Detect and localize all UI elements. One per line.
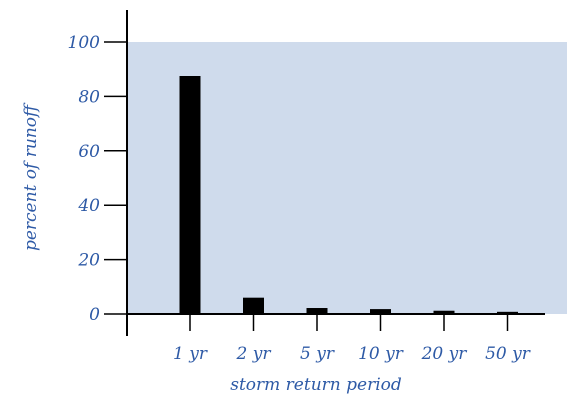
y-tick-label-60: 60	[78, 142, 100, 162]
y-tick-label-20: 20	[77, 251, 100, 271]
y-tick-label-40: 40	[77, 196, 100, 216]
bar-3	[370, 309, 391, 314]
bar-1	[243, 297, 264, 314]
bar-5	[497, 311, 518, 314]
x-tick-label-1: 2 yr	[236, 344, 272, 364]
y-tick-label-80: 80	[78, 87, 100, 107]
bar-2	[306, 308, 328, 314]
y-tick-label-100: 100	[68, 33, 101, 53]
x-tick-label-5: 50 yr	[485, 344, 531, 364]
y-axis-title: percent of runoff	[21, 102, 41, 251]
x-axis-title: storm return period	[230, 375, 402, 395]
bar-0	[179, 76, 201, 314]
bars	[179, 76, 518, 314]
x-tick-label-3: 10 yr	[358, 344, 404, 364]
ticks: 0 20 40 60 80 100 1 yr 2 yr 5 yr 10 yr 20 yr 50 yr	[68, 33, 531, 364]
x-tick-label-0: 1 yr	[173, 344, 208, 364]
x-tick-label-2: 5 yr	[300, 344, 335, 364]
y-tick-label-0: 0	[89, 305, 100, 325]
axes	[126, 10, 545, 336]
x-tick-label-4: 20 yr	[421, 344, 468, 364]
bar-4	[433, 310, 455, 314]
